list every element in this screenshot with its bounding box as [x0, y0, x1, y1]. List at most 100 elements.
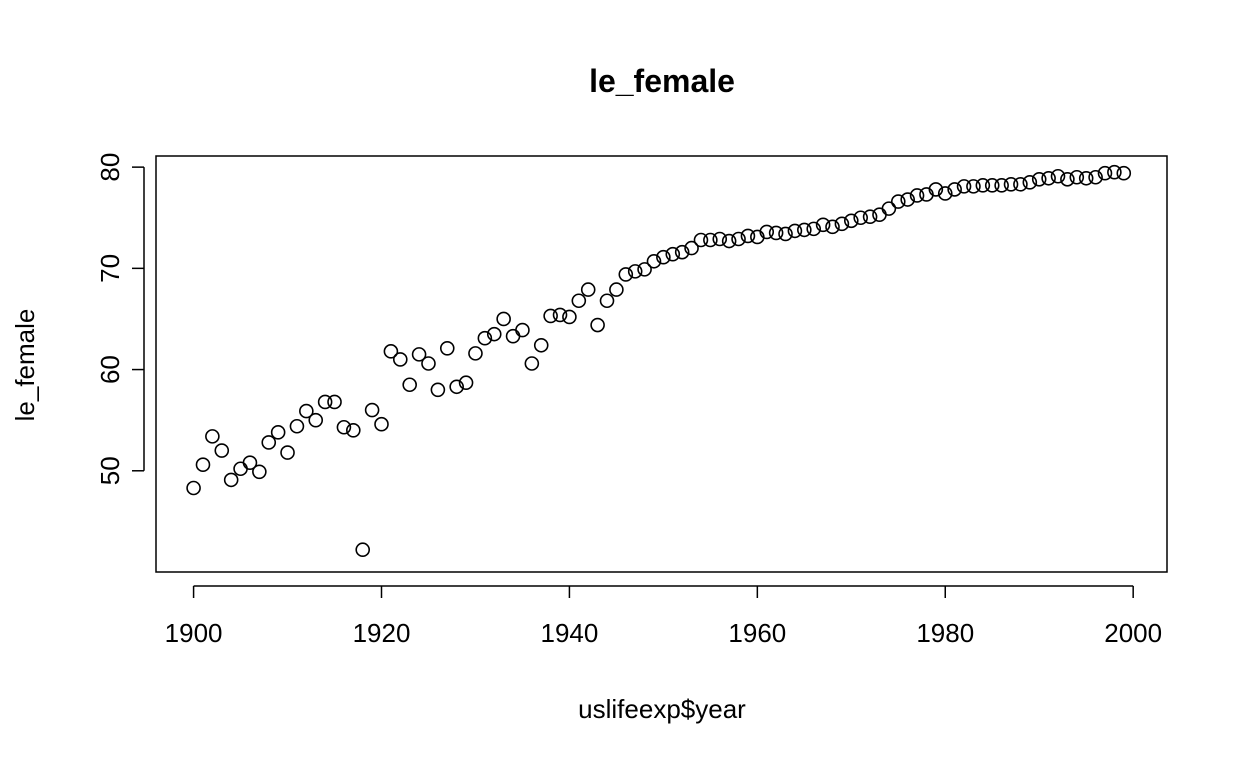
data-point — [656, 249, 671, 265]
x-axis-label: uslifeexp$year — [578, 694, 746, 724]
data-point — [543, 308, 558, 324]
y-tick-label: 60 — [95, 355, 125, 384]
data-point — [994, 178, 1009, 193]
data-point — [505, 328, 521, 344]
data-point — [665, 246, 681, 262]
data-point — [937, 186, 953, 201]
data-point — [364, 402, 380, 418]
data-point — [374, 416, 389, 432]
data-point — [834, 216, 850, 232]
data-point — [956, 179, 972, 194]
data-point — [853, 210, 868, 226]
data-point — [233, 461, 248, 477]
data-point — [909, 188, 925, 203]
data-point — [862, 209, 878, 225]
data-point — [768, 225, 784, 241]
x-tick-label: 2000 — [1104, 618, 1162, 648]
data-point — [308, 412, 324, 428]
data-point — [214, 443, 230, 458]
data-point — [1050, 168, 1066, 184]
data-point — [825, 219, 840, 235]
data-point — [496, 311, 511, 327]
data-point — [609, 282, 624, 297]
data-point — [515, 322, 530, 338]
data-point — [1107, 164, 1122, 180]
data-point — [449, 379, 464, 395]
data-point — [1088, 169, 1103, 185]
data-point — [703, 232, 718, 248]
data-point — [299, 403, 314, 419]
data-point — [637, 262, 652, 277]
data-point — [468, 346, 483, 361]
data-point — [1003, 177, 1019, 192]
data-point — [1069, 169, 1085, 185]
data-point — [355, 542, 371, 558]
x-tick-label: 1920 — [353, 618, 411, 648]
chart-title: le_female — [589, 63, 735, 99]
data-point — [740, 228, 756, 244]
data-point — [346, 422, 361, 438]
data-point — [1031, 171, 1047, 187]
data-point — [721, 233, 737, 249]
data-point — [252, 464, 267, 480]
data-point — [1013, 177, 1028, 192]
y-tick-label: 50 — [95, 456, 125, 485]
data-point — [618, 267, 634, 282]
data-point — [881, 201, 897, 216]
data-point — [186, 480, 201, 496]
data-point — [223, 472, 239, 488]
data-point — [1060, 171, 1075, 187]
data-point — [402, 377, 417, 393]
data-point — [439, 341, 455, 356]
x-tick-label: 1900 — [165, 618, 223, 648]
data-point — [533, 337, 549, 353]
data-point — [477, 330, 493, 346]
data-point — [1097, 165, 1113, 181]
x-tick-label: 1940 — [540, 618, 598, 648]
data-point — [590, 317, 605, 333]
data-point — [195, 457, 211, 473]
data-point — [571, 293, 587, 309]
data-point — [966, 179, 981, 194]
data-point — [1078, 170, 1094, 186]
data-point — [552, 307, 568, 323]
data-point — [975, 178, 991, 193]
data-point — [280, 445, 295, 460]
y-axis-label: le_female — [10, 309, 40, 422]
plot-frame — [155, 155, 1168, 573]
data-point — [289, 418, 305, 434]
data-point — [383, 344, 399, 359]
data-point — [778, 226, 793, 242]
data-point — [430, 382, 446, 398]
data-point — [693, 232, 709, 248]
data-point — [843, 213, 859, 229]
data-point — [806, 221, 822, 237]
data-point — [815, 217, 831, 233]
data-point — [928, 182, 944, 197]
data-point — [421, 356, 436, 371]
data-point — [900, 192, 915, 207]
data-point — [712, 231, 728, 247]
data-point — [797, 222, 812, 238]
x-axis: 1900 1920 1940 1960 1980 2000 — [165, 585, 1162, 648]
data-point — [731, 231, 746, 247]
y-tick-label: 70 — [95, 254, 125, 283]
y-tick-label: 80 — [95, 153, 125, 182]
data-point — [890, 194, 906, 209]
data-points — [186, 164, 1132, 558]
data-point — [205, 429, 220, 444]
data-point — [1116, 165, 1132, 181]
data-point — [580, 282, 596, 297]
data-point — [627, 264, 643, 279]
data-point — [392, 352, 408, 367]
data-point — [336, 419, 352, 435]
data-point — [674, 244, 690, 260]
y-axis: 50 60 70 80 — [95, 153, 145, 485]
data-point — [1022, 175, 1038, 190]
data-point — [327, 394, 342, 410]
data-point — [1041, 170, 1056, 186]
data-point — [947, 182, 962, 197]
data-point — [872, 207, 887, 223]
data-point — [524, 356, 540, 371]
